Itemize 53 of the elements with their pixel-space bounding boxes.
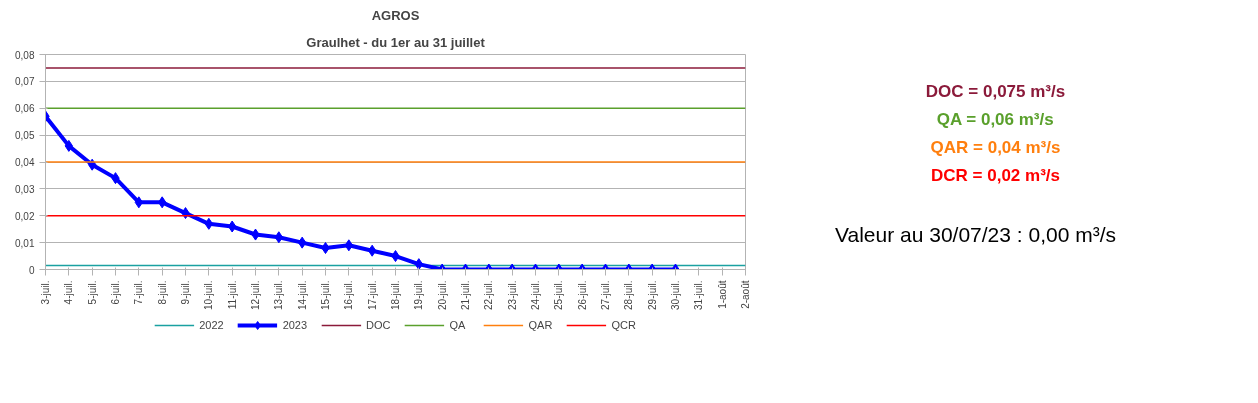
x-tick-label: 14-juil. [296, 280, 308, 310]
x-tick-label: 26-juil. [576, 280, 588, 310]
x-tick-label: 3-juil. [40, 280, 51, 305]
x-tick-label: 18-juil. [390, 280, 401, 310]
legend-label: QCR [611, 319, 636, 331]
x-tick-label: 27-juil. [600, 280, 611, 310]
legend-label: 2022 [199, 319, 224, 331]
text: QA = 0,06 m³/s [936, 109, 1054, 129]
legend-label: 2023 [282, 319, 308, 331]
x-tick-label: 20-juil. [436, 280, 448, 310]
y-tick-label: 0,08 [15, 49, 35, 61]
x-tick-label: 11-juil. [226, 280, 238, 310]
x-tick-label: 5-juil. [86, 280, 98, 305]
chart-title: AGROS [371, 7, 420, 23]
x-tick-label: 30-juil. [670, 280, 681, 310]
x-tick-label: 1-août [716, 280, 728, 309]
x-tick-label: 8-juil. [156, 280, 168, 305]
text: DOC = 0,075 m³/s [925, 81, 1066, 101]
x-tick-label: 17-juil. [366, 280, 378, 310]
x-tick-label: 4-juil. [63, 280, 75, 305]
x-tick-label: 25-juil. [553, 280, 565, 310]
x-tick-label: 28-juil. [623, 280, 635, 310]
x-tick-label: 24-juil. [530, 280, 541, 310]
x-tick-label: 9-juil. [180, 280, 191, 305]
x-tick-label: 10-juil. [203, 280, 215, 310]
y-tick-label: 0,02 [15, 210, 35, 222]
x-tick-label: 13-juil. [273, 280, 285, 310]
x-tick-label: 12-juil. [250, 280, 261, 310]
text: QAR = 0,04 m³/s [930, 137, 1061, 157]
x-tick-label: 7-juil. [133, 280, 145, 305]
y-tick-label: 0,04 [15, 157, 35, 168]
legend-label: QAR [528, 319, 553, 331]
y-tick-label: 0,05 [15, 130, 35, 142]
y-tick-label: 0,01 [15, 237, 35, 249]
y-tick-label: 0 [28, 264, 35, 276]
x-tick-label: 16-juil. [343, 280, 355, 310]
legend-label: DOC [366, 319, 391, 331]
x-tick-label: 23-juil. [506, 280, 518, 310]
text: DCR = 0,02 m³/s [931, 165, 1060, 185]
y-tick-label: 0,03 [15, 183, 35, 195]
x-tick-label: 22-juil. [483, 280, 495, 310]
x-tick-label: 29-juil. [646, 280, 658, 310]
text: Valeur au 30/07/23 : 0,00 m³/s [835, 222, 1116, 246]
y-tick-label: 0,07 [15, 76, 35, 88]
x-tick-label: 19-juil. [413, 280, 425, 310]
legend-label: QA [449, 319, 467, 331]
x-tick-label: 31-juil. [693, 280, 705, 310]
x-tick-label: 21-juil. [460, 280, 471, 310]
x-tick-label: 2-août [740, 280, 751, 309]
x-tick-label: 6-juil. [110, 280, 121, 305]
y-tick-label: 0,06 [15, 103, 35, 115]
x-tick-label: 15-juil. [320, 280, 331, 310]
chart-subtitle: Graulhet - du 1er au 31 juillet [306, 34, 486, 50]
